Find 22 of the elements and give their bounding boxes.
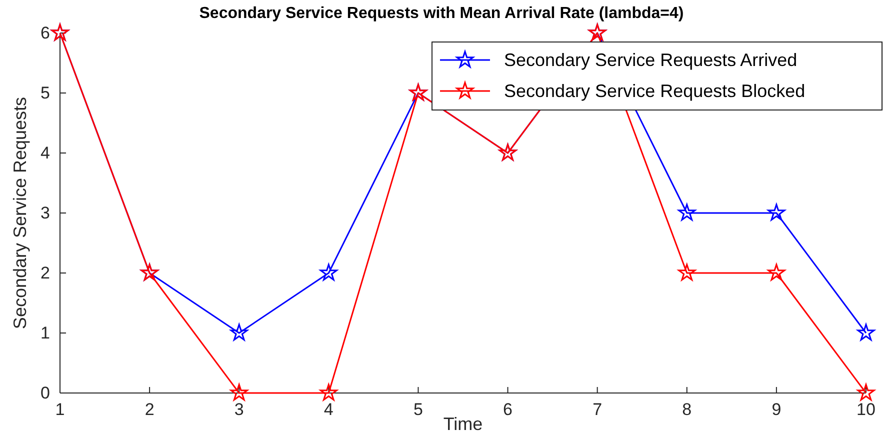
y-tick-label: 0 <box>40 383 50 402</box>
x-axis-title: Time <box>443 414 483 433</box>
x-tick-label: 8 <box>682 400 692 420</box>
y-tick-label: 5 <box>40 83 50 102</box>
chart-title: Secondary Service Requests with Mean Arrival Rate (lambda=4) <box>199 5 684 22</box>
legend-label: Secondary Service Requests Arrived <box>504 50 798 70</box>
x-tick-label: 4 <box>324 400 334 420</box>
x-tick-label: 2 <box>144 400 154 420</box>
legend-label: Secondary Service Requests Blocked <box>504 81 806 101</box>
y-tick-label: 2 <box>40 263 50 282</box>
x-tick-label: 7 <box>592 400 602 420</box>
y-tick-label: 3 <box>40 203 50 222</box>
x-tick-label: 5 <box>413 400 423 420</box>
x-tick-label: 6 <box>503 400 513 420</box>
y-tick-label: 4 <box>40 143 50 162</box>
y-tick-label: 6 <box>40 23 50 42</box>
x-tick-label: 10 <box>856 400 876 420</box>
x-tick-label: 9 <box>772 400 782 420</box>
x-tick-label: 1 <box>55 400 65 420</box>
y-axis-title: Secondary Service Requests <box>10 96 30 330</box>
y-tick-label: 1 <box>40 323 50 342</box>
x-tick-label: 3 <box>234 400 244 420</box>
